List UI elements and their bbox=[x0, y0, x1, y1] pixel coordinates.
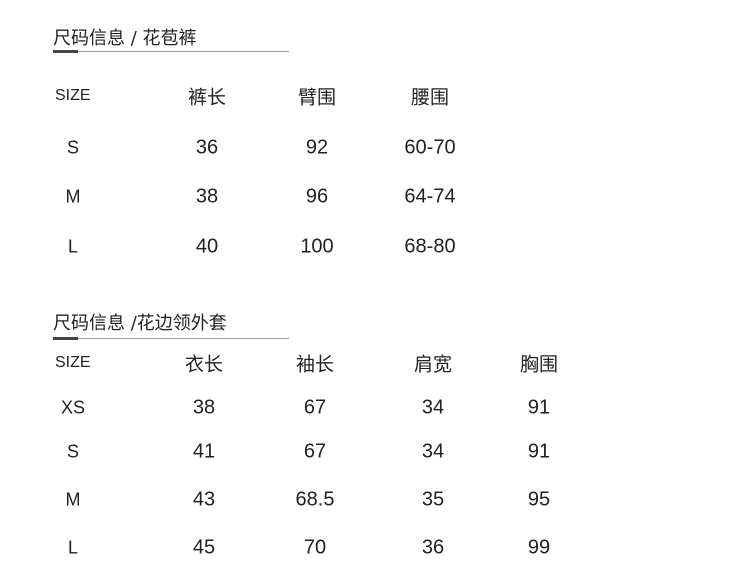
column-header-size: SIZE bbox=[55, 354, 91, 371]
table-cell: 92 bbox=[305, 136, 329, 159]
table-cell: 99 bbox=[527, 536, 551, 559]
table-cell: 70 bbox=[303, 536, 327, 559]
table-cell: 68-80 bbox=[404, 235, 456, 258]
size-label: S bbox=[66, 137, 80, 158]
column-header: 臂围 bbox=[297, 87, 337, 109]
table-cell: 95 bbox=[527, 488, 551, 511]
table-cell: 43 bbox=[192, 488, 216, 511]
size-label: S bbox=[66, 441, 80, 462]
table-cell: 34 bbox=[421, 440, 445, 463]
size-label: XS bbox=[60, 397, 86, 418]
title-divider bbox=[53, 51, 289, 52]
table-cell: 36 bbox=[195, 136, 219, 159]
table-cell: 67 bbox=[303, 396, 327, 419]
table-cell: 100 bbox=[300, 235, 334, 258]
table-title: 尺码信息 /花边领外套 bbox=[53, 313, 227, 334]
table-cell: 40 bbox=[195, 235, 219, 258]
table-cell: 67 bbox=[303, 440, 327, 463]
title-divider bbox=[53, 338, 289, 339]
table-cell: 68.5 bbox=[295, 488, 335, 511]
column-header: 腰围 bbox=[410, 87, 450, 109]
table-cell: 36 bbox=[421, 536, 445, 559]
column-header: 衣长 bbox=[184, 354, 224, 376]
table-title: 尺码信息 / 花苞裤 bbox=[53, 28, 197, 49]
title-divider-accent bbox=[53, 50, 78, 53]
size-label: M bbox=[65, 489, 81, 510]
table-cell: 91 bbox=[527, 396, 551, 419]
table-cell: 60-70 bbox=[404, 136, 456, 159]
table-cell: 91 bbox=[527, 440, 551, 463]
column-header: 裤长 bbox=[187, 87, 227, 109]
title-divider-accent bbox=[53, 337, 78, 340]
column-header-size: SIZE bbox=[55, 87, 91, 104]
size-label: M bbox=[65, 186, 81, 207]
column-header: 肩宽 bbox=[413, 354, 453, 376]
column-header: 袖长 bbox=[295, 354, 335, 376]
table-cell: 45 bbox=[192, 536, 216, 559]
table-cell: 64-74 bbox=[404, 185, 456, 208]
table-cell: 96 bbox=[305, 185, 329, 208]
column-header: 胸围 bbox=[519, 354, 559, 376]
size-label: L bbox=[67, 537, 79, 558]
table-cell: 35 bbox=[421, 488, 445, 511]
table-cell: 38 bbox=[192, 396, 216, 419]
size-label: L bbox=[67, 236, 79, 257]
table-cell: 34 bbox=[421, 396, 445, 419]
table-cell: 38 bbox=[195, 185, 219, 208]
table-cell: 41 bbox=[192, 440, 216, 463]
